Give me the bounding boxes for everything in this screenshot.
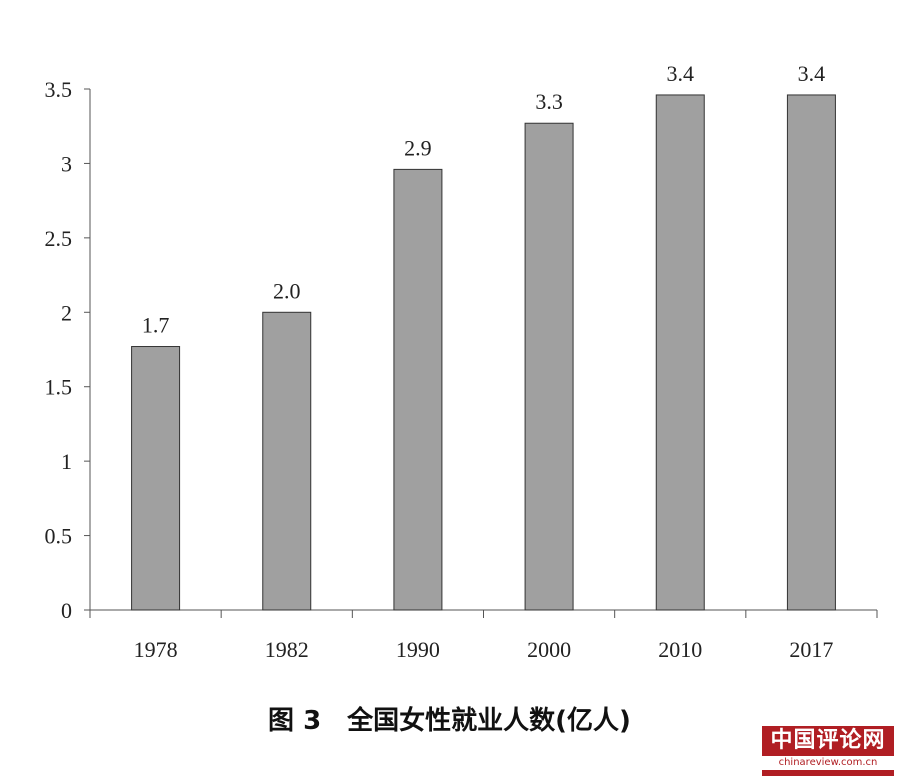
bar-chart: 0 0.5 1 1.5 2 2.5 3 3.5 1978 1982 1990 2000 2010 201… (45, 61, 878, 662)
y-tick-label: 0.5 (45, 524, 73, 549)
y-tick-label: 0 (61, 598, 72, 623)
bar-1990 (393, 168, 443, 611)
x-tick-label: 2000 (527, 637, 571, 662)
y-tick-label: 3 (61, 151, 72, 176)
bars (131, 94, 836, 611)
y-tick-label: 3.5 (45, 77, 73, 102)
x-tick-label: 1990 (396, 637, 440, 662)
data-label: 3.4 (667, 61, 695, 86)
bar-1978 (131, 346, 181, 611)
x-tick-label: 2010 (658, 637, 702, 662)
bar-2010 (655, 94, 705, 611)
watermark-url: chinareview.com.cn (762, 756, 894, 770)
x-tick-label: 1982 (265, 637, 309, 662)
data-label: 2.0 (273, 278, 301, 303)
data-label: 3.4 (798, 61, 826, 86)
x-axis: 1978 1982 1990 2000 2010 2017 (89, 609, 878, 662)
bar-1982 (262, 311, 312, 611)
data-label: 2.9 (404, 135, 432, 160)
bar-2017 (786, 94, 836, 611)
y-tick-label: 2 (61, 300, 72, 325)
watermark-logo: 中国评论网 chinareview.com.cn (762, 726, 894, 776)
y-tick-label: 1 (61, 449, 72, 474)
watermark-title: 中国评论网 (770, 728, 886, 753)
data-label: 1.7 (142, 313, 170, 338)
x-tick-label: 1978 (134, 637, 178, 662)
data-labels: 1.7 2.0 2.9 3.3 3.4 3.4 (142, 61, 825, 338)
chart-title: 图 3 全国女性就业人数(亿人) (268, 706, 631, 736)
bar-2000 (524, 122, 574, 611)
data-label: 3.3 (535, 89, 563, 114)
x-tick-label: 2017 (789, 637, 833, 662)
y-tick-label: 2.5 (45, 226, 73, 251)
y-axis: 0 0.5 1 1.5 2 2.5 3 3.5 (45, 77, 91, 623)
y-tick-label: 1.5 (45, 375, 73, 400)
